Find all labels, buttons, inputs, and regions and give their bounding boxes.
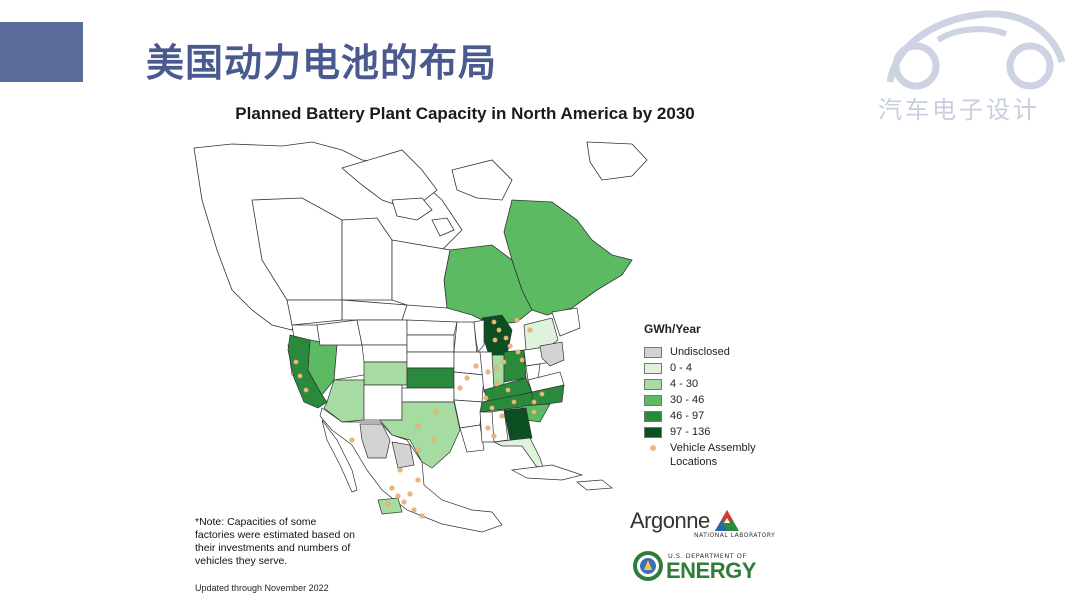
georgia-region: [503, 407, 533, 441]
new-york-region: [523, 317, 559, 351]
ohio-region: [503, 349, 527, 383]
map-note: *Note: Capacities of some factories were…: [195, 516, 355, 567]
map-title: Planned Battery Plant Capacity in North …: [235, 104, 695, 123]
legend-swatch: [644, 426, 662, 438]
legend-item: 30 - 46: [644, 392, 756, 408]
legend-item-vehicle: Vehicle Assembly: [644, 440, 756, 456]
car-logo-icon: [886, 10, 1066, 90]
legend-title: GWh/Year: [644, 322, 701, 336]
legend-swatch: [644, 378, 662, 390]
wisconsin-region: [473, 319, 485, 353]
vehicle-dot-icon: [644, 445, 662, 451]
north-america-map: [193, 141, 648, 533]
argonne-name: Argonne: [630, 508, 710, 533]
argonne-logo: Argonne NATIONAL LABORATORY: [630, 508, 775, 539]
legend-item: 46 - 97: [644, 408, 756, 424]
kansas-region: [406, 367, 455, 389]
legend-item: 0 - 4: [644, 360, 756, 376]
slide-title: 美国动力电池的布局: [146, 41, 498, 85]
legend-swatch: [644, 410, 662, 422]
coahuila-undisclosed: [391, 441, 415, 469]
doe-sub: U.S. DEPARTMENT OF: [668, 552, 747, 560]
doe-seal-icon: [633, 551, 663, 581]
legend-item: Undisclosed: [644, 344, 756, 360]
map-legend: GWh/Year Undisclosed 0 - 4 4 - 30 30 - 4…: [644, 322, 756, 468]
quebec-region: [503, 199, 633, 316]
updated-label: Updated through November 2022: [195, 583, 329, 593]
logo-text: 汽车电子设计: [878, 96, 1040, 124]
legend-swatch: [644, 362, 662, 374]
argonne-sub: NATIONAL LABORATORY: [694, 532, 776, 539]
title-accent-block: [0, 22, 83, 82]
legend-item: 4 - 30: [644, 376, 756, 392]
legend-item: 97 - 136: [644, 424, 756, 440]
central-mexico-region: [377, 497, 403, 515]
legend-vehicle-sub: Locations: [670, 456, 718, 468]
legend-swatch: [644, 394, 662, 406]
argonne-triangle-icon: [714, 510, 739, 531]
legend-swatch: [644, 346, 662, 358]
vehicle-assembly-dots: [293, 317, 545, 519]
doe-logo: U.S. DEPARTMENT OF ENERGY: [632, 550, 756, 586]
colorado-region: [363, 361, 408, 386]
florida-region: [492, 437, 545, 471]
sonora-undisclosed: [359, 423, 391, 459]
mid-atlantic-undisclosed: [539, 341, 565, 367]
doe-name: ENERGY: [666, 558, 756, 583]
virginia-region: [527, 371, 565, 393]
